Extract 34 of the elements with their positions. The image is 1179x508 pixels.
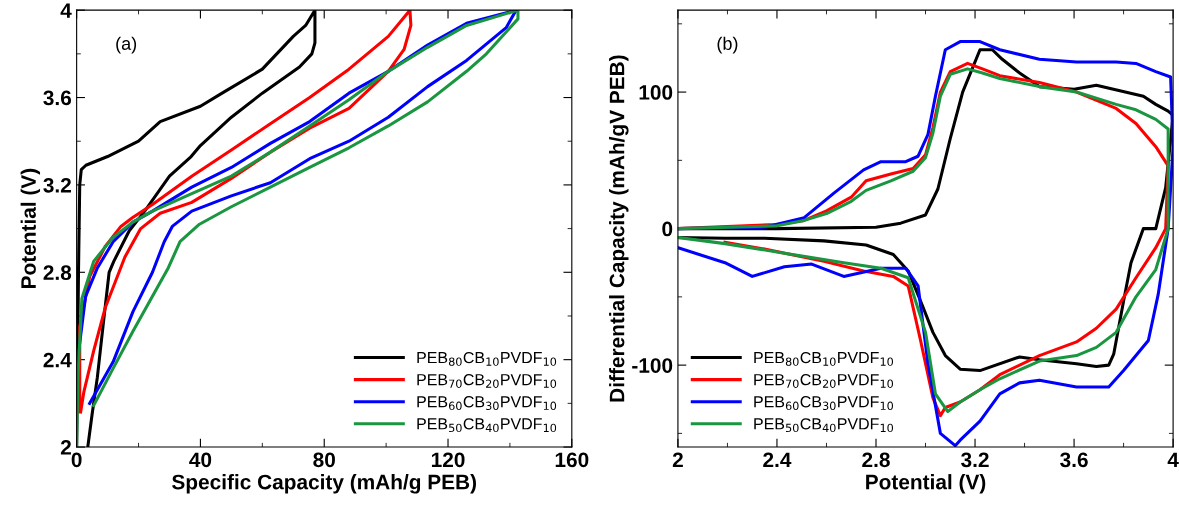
x-tick-label: 3.2 [961,452,989,468]
y-tick-label: 2 [60,440,71,455]
y-tick-label: 0 [662,221,673,237]
annotation: (b) [717,36,738,54]
x-tick-label: 2.4 [763,452,792,467]
x-tick-label: 2.8 [862,452,890,468]
x-tick-label: 2 [672,452,683,467]
y-tick-label: 2.8 [43,265,72,281]
x-tick-label: 40 [189,452,212,468]
y-tick-label: 4 [60,3,72,18]
legend-label: PEB$_{50}$CB$_{40}$PVDF$_{10}$ [417,418,557,433]
x-axis-title: Potential (V) [866,474,986,494]
legend-label: PEB$_{60}$CB$_{30}$PVDF$_{10}$ [754,396,894,411]
x-axis-title: Specific Capacity (mAh/g PEB) [172,474,477,494]
x-tick-label: 160 [555,452,589,468]
annotation: (a) [116,36,137,54]
x-tick-label: 0 [71,452,82,468]
legend-label: PEB$_{80}$CB$_{10}$PVDF$_{10}$ [754,351,894,366]
y-tick-label: 2.4 [43,352,72,368]
x-tick-label: 4 [1167,452,1179,467]
legend-label: PEB$_{70}$CB$_{20}$PVDF$_{10}$ [417,374,557,388]
legend-label: PEB$_{70}$CB$_{20}$PVDF$_{10}$ [754,374,894,388]
y-axis-title: Potential (V) [20,168,41,288]
y-tick-label: 3.6 [43,90,72,106]
y-tick-label: 3.2 [43,177,71,193]
y-axis-title: Differential Capacity (mAh/gV PEB) [609,55,629,402]
legend-label: PEB$_{50}$CB$_{40}$PVDF$_{10}$ [754,418,894,433]
x-tick-label: 3.6 [1060,452,1088,468]
x-tick-label: 120 [431,452,465,468]
y-tick-label: 100 [639,85,673,100]
legend-label: PEB$_{60}$CB$_{30}$PVDF$_{10}$ [417,396,557,411]
legend-label: PEB$_{80}$CB$_{10}$PVDF$_{10}$ [417,351,557,366]
x-tick-label: 80 [313,452,335,468]
y-tick-label: -100 [632,358,673,373]
